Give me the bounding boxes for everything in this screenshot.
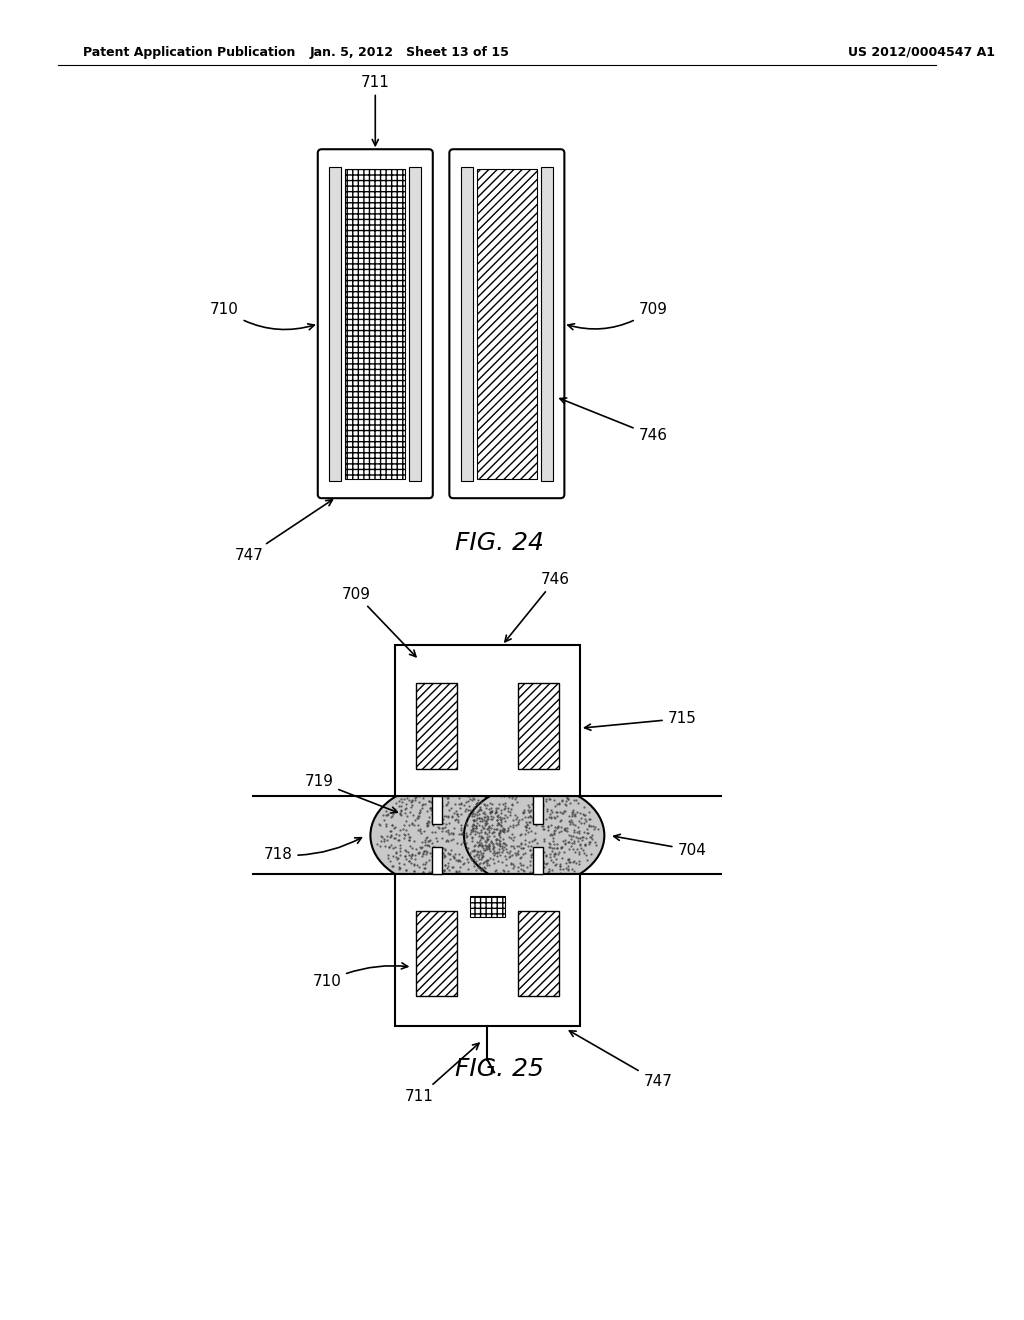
Text: Jan. 5, 2012   Sheet 13 of 15: Jan. 5, 2012 Sheet 13 of 15: [309, 46, 509, 59]
Text: 746: 746: [505, 572, 570, 642]
Bar: [476, 169, 537, 479]
Text: 747: 747: [569, 1031, 672, 1089]
FancyBboxPatch shape: [317, 149, 433, 498]
Bar: [416, 684, 457, 770]
Bar: [541, 166, 553, 480]
Bar: [470, 896, 505, 917]
Bar: [432, 796, 441, 824]
Bar: [461, 166, 473, 480]
Text: FIG. 25: FIG. 25: [455, 1057, 544, 1081]
Bar: [416, 911, 457, 997]
Text: 704: 704: [613, 834, 707, 858]
Bar: [395, 645, 580, 796]
Bar: [330, 166, 341, 480]
Text: 710: 710: [312, 962, 408, 989]
Text: US 2012/0004547 A1: US 2012/0004547 A1: [848, 46, 995, 59]
Bar: [432, 847, 441, 874]
Bar: [534, 796, 543, 824]
Bar: [345, 169, 406, 479]
Text: Patent Application Publication: Patent Application Publication: [83, 46, 295, 59]
Text: 709: 709: [341, 586, 416, 656]
Bar: [517, 684, 558, 770]
Text: 715: 715: [585, 711, 696, 730]
Text: 710: 710: [210, 301, 314, 330]
Bar: [534, 847, 543, 874]
Text: 747: 747: [234, 500, 333, 562]
Bar: [517, 911, 558, 997]
Ellipse shape: [464, 785, 604, 886]
FancyBboxPatch shape: [450, 149, 564, 498]
Text: 711: 711: [404, 1043, 479, 1104]
Text: 711: 711: [360, 75, 390, 145]
Text: 746: 746: [560, 399, 668, 444]
Text: 718: 718: [263, 838, 361, 862]
Bar: [395, 874, 580, 1026]
Bar: [410, 166, 421, 480]
Text: FIG. 24: FIG. 24: [455, 531, 544, 554]
Text: 709: 709: [568, 301, 668, 330]
Ellipse shape: [371, 785, 511, 886]
Text: 719: 719: [304, 775, 397, 813]
